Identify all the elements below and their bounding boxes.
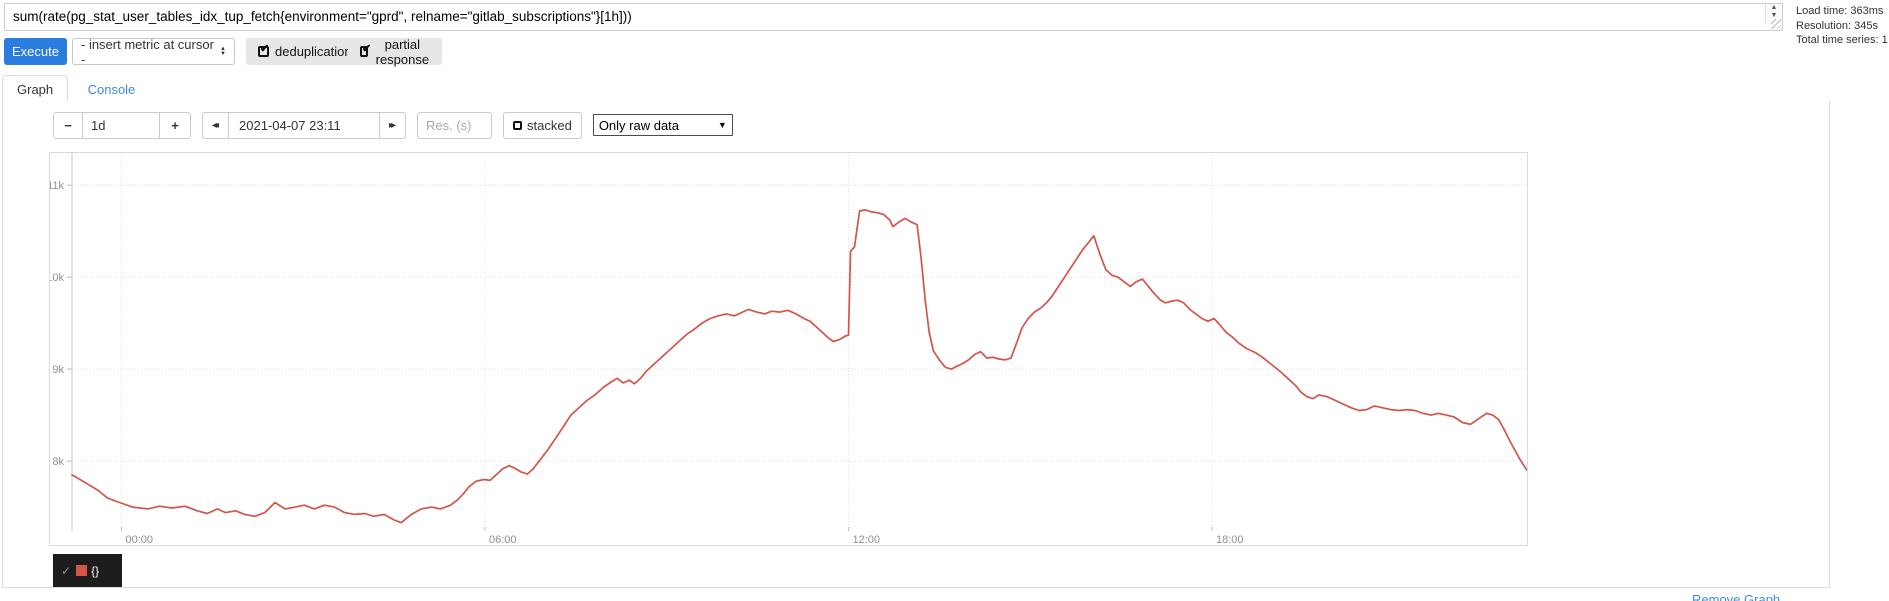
svg-text:18:00: 18:00: [1216, 534, 1244, 545]
query-input[interactable]: sum(rate(pg_stat_user_tables_idx_tup_fet…: [4, 3, 1783, 31]
tab-graph[interactable]: Graph: [2, 75, 69, 105]
execute-button[interactable]: Execute: [4, 38, 67, 65]
graph-panel: − + ◂◂ ▸▸ stacked Only raw data ▼ 8k 9k 10…: [2, 101, 1830, 588]
svg-text:00:00: 00:00: [125, 534, 153, 545]
svg-text:10k: 10k: [50, 272, 64, 284]
load-time: Load time: 363ms: [1796, 5, 1884, 17]
graph-controls: − + ◂◂ ▸▸ stacked Only raw data ▼: [53, 112, 733, 139]
series-label: {}: [91, 563, 100, 578]
query-stats: Load time: 363ms Resolution: 345s Total …: [1796, 4, 1888, 48]
insert-metric-label: - insert metric at cursor -: [81, 36, 214, 67]
range-increase-button[interactable]: +: [159, 112, 191, 139]
partial-response-toggle[interactable]: ✔ partial response: [348, 36, 443, 67]
tab-bar: Graph Console: [2, 74, 1830, 105]
resolution: Resolution: 345s: [1796, 19, 1878, 32]
range-input[interactable]: [83, 112, 159, 139]
scroll-up-icon[interactable]: ▲: [1770, 4, 1778, 11]
range-decrease-button[interactable]: −: [53, 112, 83, 139]
stacked-toggle[interactable]: stacked: [503, 112, 582, 139]
svg-text:12:00: 12:00: [852, 534, 880, 545]
check-icon: ✓: [61, 563, 72, 578]
insert-metric-select[interactable]: - insert metric at cursor - ▲ ▼: [72, 36, 235, 67]
remove-graph-link[interactable]: Remove Graph: [1692, 592, 1781, 601]
series-color-swatch: [76, 565, 88, 576]
chart-canvas[interactable]: 8k 9k 10k 11k 00:00 06:00 12:00 18:00: [46, 153, 1528, 546]
deduplication-label: deduplication: [275, 44, 352, 59]
textarea-scrollbar[interactable]: ▲ ▼: [1765, 4, 1782, 23]
svg-text:06:00: 06:00: [489, 534, 517, 545]
resize-grip-icon[interactable]: [1771, 19, 1781, 29]
time-back-icon[interactable]: ◂◂: [202, 112, 229, 139]
unchecked-checkbox-icon: [513, 121, 522, 130]
legend-item[interactable]: ✓ {}: [53, 554, 122, 587]
resolution-input[interactable]: [417, 112, 492, 139]
select-arrows-icon: ▲ ▼: [220, 45, 226, 57]
stacked-label: stacked: [527, 118, 572, 133]
tab-console[interactable]: Console: [87, 82, 136, 97]
svg-text:8k: 8k: [52, 456, 64, 468]
chart-area[interactable]: 8k 9k 10k 11k 00:00 06:00 12:00 18:00: [46, 152, 1528, 546]
svg-text:9k: 9k: [52, 364, 64, 376]
time-forward-icon[interactable]: ▸▸: [379, 112, 406, 139]
svg-text:11k: 11k: [50, 180, 64, 192]
chevron-down-icon: ▼: [717, 120, 727, 130]
raw-data-selected-option: Only raw data: [598, 117, 680, 133]
checked-checkbox-icon: ✔: [258, 43, 270, 57]
raw-data-select[interactable]: Only raw data ▼: [592, 114, 733, 136]
scroll-down-icon[interactable]: ▼: [1770, 12, 1778, 19]
datetime-input[interactable]: [229, 112, 379, 139]
deduplication-toggle[interactable]: ✔ deduplication: [246, 38, 364, 65]
query-expression-bar: sum(rate(pg_stat_user_tables_idx_tup_fet…: [4, 3, 1783, 31]
partial-response-label: partial response: [375, 36, 430, 67]
total-time-series: Total time series: 1: [1796, 34, 1888, 46]
checked-checkbox-icon: ✔: [360, 43, 372, 57]
